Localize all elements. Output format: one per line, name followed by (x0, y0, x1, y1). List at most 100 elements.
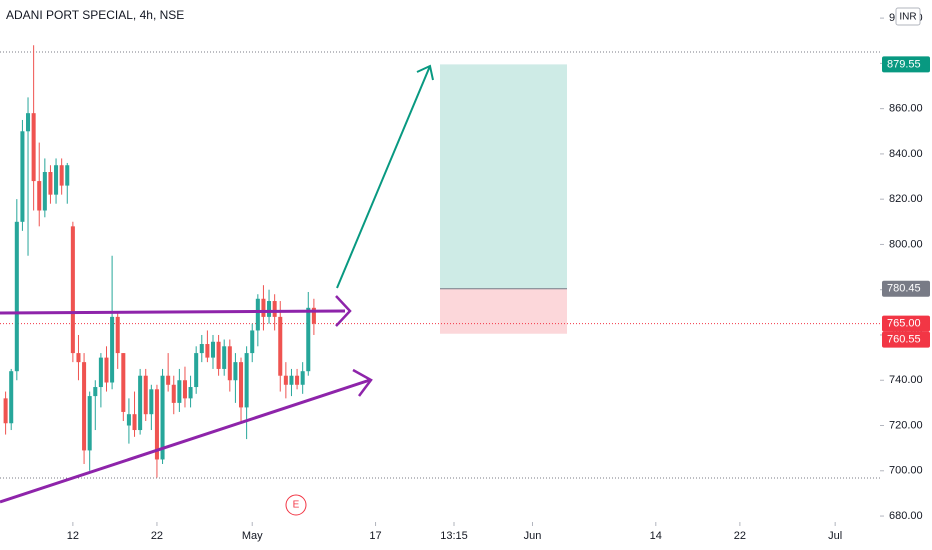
x-tick-label: May (242, 530, 263, 542)
candle-body (267, 301, 272, 317)
x-tick-label: 14 (650, 530, 662, 542)
chart-title: ADANI PORT SPECIAL, 4h, NSE (6, 8, 184, 22)
candle-body (289, 375, 294, 385)
y-tick-label: 740.00 (889, 374, 923, 386)
profit-zone (440, 64, 567, 289)
y-tick-label: 680.00 (889, 510, 923, 522)
y-tick-label: 800.00 (889, 238, 923, 250)
loss-zone (440, 288, 567, 334)
candle-body (14, 221, 19, 372)
arrow-head (335, 295, 352, 327)
plot-area (0, 45, 880, 478)
y-tick-label: 700.00 (889, 465, 923, 477)
candle-body (295, 375, 300, 385)
x-tick-label: 17 (369, 530, 381, 542)
y-tick-label: 840.00 (889, 148, 923, 160)
candle-body (255, 298, 260, 331)
x-tick-label: 22 (734, 530, 746, 542)
candle-body (278, 316, 283, 376)
candle-body (194, 353, 199, 388)
earnings-marker[interactable] (285, 494, 307, 516)
y-tick-label: 860.00 (889, 103, 923, 115)
candle-body (171, 384, 176, 403)
x-tick-label: Jul (828, 530, 842, 542)
candle-body (82, 362, 87, 451)
trend-line (0, 309, 346, 315)
candle-body (104, 357, 109, 383)
candle-body (283, 375, 288, 385)
candle-body (272, 301, 277, 317)
price-badge (882, 315, 930, 332)
candle-body (110, 316, 115, 383)
candle-body (121, 353, 126, 412)
candle-body (154, 389, 159, 460)
candle-body (9, 371, 14, 424)
candle-body (300, 371, 305, 385)
candle-body (93, 387, 98, 397)
candle-body (188, 387, 193, 399)
price-badge-label: 780.45 (887, 283, 921, 295)
candle-body (177, 380, 182, 403)
candle-body (98, 357, 103, 388)
currency-badge[interactable] (895, 7, 921, 26)
candle-body (210, 341, 216, 358)
arrow-head (416, 64, 434, 81)
candle-body (143, 375, 148, 415)
candle-body (239, 362, 244, 408)
trend-line (0, 378, 371, 504)
candle-body (48, 172, 53, 195)
axes: 680.00700.00720.00740.00760.00780.00800.… (67, 12, 930, 542)
price-badge-label: 879.55 (887, 58, 921, 70)
candle-body (42, 172, 47, 211)
y-tick-label: 820.00 (889, 193, 923, 205)
candle-body (54, 165, 59, 195)
candle-body (216, 341, 221, 369)
x-tick-label: 12 (67, 530, 79, 542)
candle-body (261, 298, 266, 317)
candle-body (149, 389, 154, 415)
candle-body (87, 396, 92, 451)
projection-arrow (336, 65, 431, 289)
candle-body (227, 346, 232, 381)
currency-label: INR (899, 12, 916, 23)
candle-body (65, 165, 70, 186)
earnings-icon: E (293, 500, 300, 511)
candle-body (311, 307, 316, 324)
candle-body (59, 165, 64, 186)
candle-body (182, 380, 187, 399)
y-tick-label: 720.00 (889, 419, 923, 431)
price-badge (882, 331, 930, 348)
candle-body (76, 353, 81, 363)
candle-body (306, 307, 311, 372)
time-axis (0, 522, 880, 550)
x-tick-label: 13:15 (440, 530, 468, 542)
candle-body (126, 414, 131, 426)
candle-body (250, 330, 255, 354)
candle-body (205, 344, 210, 358)
candle-body (132, 414, 137, 431)
candle-body (222, 346, 227, 369)
candle-body (244, 353, 249, 408)
price-badge-label: 760.55 (887, 334, 921, 346)
arrow-head (352, 368, 373, 397)
candle-body (199, 344, 204, 354)
candle-body (70, 226, 75, 354)
drawings: E (0, 64, 434, 516)
candle-body (233, 362, 238, 381)
x-tick-label: 22 (151, 530, 163, 542)
candle-body (166, 375, 171, 385)
candle-body (31, 113, 36, 182)
price-badge-label: 765.00 (887, 318, 921, 330)
candle-body (138, 375, 143, 431)
candle-body (3, 398, 8, 424)
candle-body (37, 181, 42, 211)
x-tick-label: Jun (524, 530, 542, 542)
price-badge (882, 280, 930, 297)
candle-body (20, 131, 25, 222)
candle-body (160, 375, 165, 460)
price-axis (880, 0, 932, 550)
candle-body (26, 113, 31, 132)
candle-body (115, 316, 120, 354)
price-badge (882, 56, 930, 73)
